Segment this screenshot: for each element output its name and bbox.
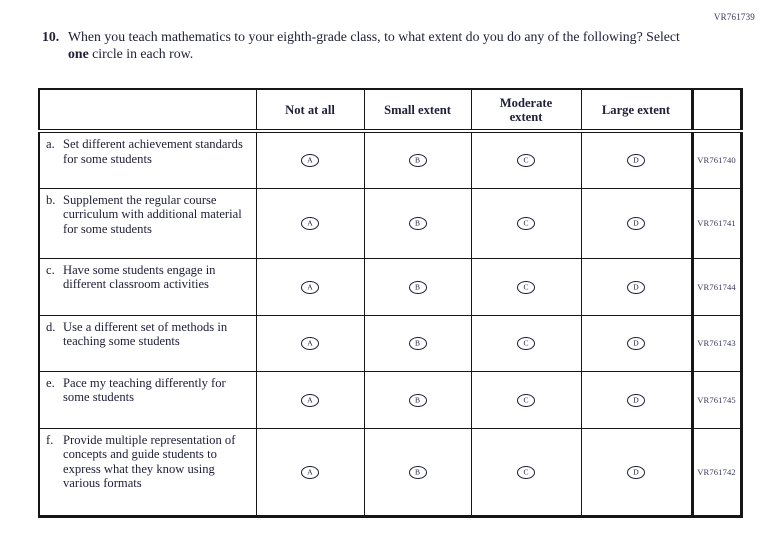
header-moderate-extent: Moderate extent <box>470 88 582 133</box>
option-cell-not-at-all: A <box>255 130 365 189</box>
survey-table: Not at all Small extent Moderate extent … <box>38 88 743 518</box>
row-label: Have some students engage in different c… <box>63 262 216 292</box>
option-cell-small-extent: B <box>363 314 472 372</box>
header-code-cell <box>690 88 742 133</box>
option-cell-small-extent: B <box>363 257 472 316</box>
answer-bubble-small-extent[interactable]: B <box>408 154 427 168</box>
row-label: Pace my teaching differently for some st… <box>63 375 226 405</box>
header-row: Not at all Small extent Moderate extent … <box>38 88 742 133</box>
option-cell-moderate-extent: C <box>470 314 582 372</box>
header-small-extent-label: Small extent <box>384 102 451 117</box>
answer-bubble-moderate-extent[interactable]: C <box>517 154 535 168</box>
answer-bubble-small-extent[interactable]: B <box>408 465 427 479</box>
row-code: VR761742 <box>690 427 742 517</box>
option-cell-moderate-extent: C <box>470 130 582 189</box>
option-cell-moderate-extent: C <box>470 370 582 429</box>
header-large-extent: Large extent <box>580 88 693 133</box>
option-cell-not-at-all: A <box>255 370 365 429</box>
header-empty-cell <box>38 88 257 133</box>
answer-bubble-small-extent[interactable]: B <box>408 337 427 351</box>
header-small-extent: Small extent <box>363 88 472 133</box>
answer-bubble-large-extent[interactable]: D <box>627 217 645 231</box>
option-cell-large-extent: D <box>580 187 693 259</box>
form-code-top: VR761739 <box>713 12 755 22</box>
row-label-cell: d. Use a different set of methods in tea… <box>38 314 257 372</box>
option-cell-moderate-extent: C <box>470 187 582 259</box>
option-cell-not-at-all: A <box>255 187 365 259</box>
header-not-at-all: Not at all <box>255 88 365 133</box>
question-text: When you teach mathematics to your eight… <box>68 28 682 62</box>
table-row: e. Pace my teaching differently for some… <box>38 370 742 429</box>
answer-bubble-moderate-extent[interactable]: C <box>517 337 535 351</box>
answer-bubble-large-extent[interactable]: D <box>627 465 645 479</box>
row-letter: b. <box>46 192 56 207</box>
row-label: Set different achievement standards for … <box>63 137 243 166</box>
table-row: a. Set different achievement standards f… <box>38 130 742 189</box>
answer-bubble-small-extent[interactable]: B <box>408 393 427 407</box>
table-row: b. Supplement the regular course curricu… <box>38 187 742 259</box>
option-cell-small-extent: B <box>363 187 472 259</box>
option-cell-large-extent: D <box>580 427 693 517</box>
answer-bubble-not-at-all[interactable]: A <box>301 217 319 231</box>
answer-bubble-not-at-all[interactable]: A <box>301 337 319 351</box>
row-letter: c. <box>46 262 55 277</box>
question-text-end: circle in each row. <box>88 46 194 61</box>
option-cell-moderate-extent: C <box>470 257 582 316</box>
row-letter: a. <box>46 137 55 151</box>
row-label-cell: c. Have some students engage in differen… <box>38 257 257 316</box>
row-label: Supplement the regular course curriculum… <box>63 192 242 236</box>
option-cell-not-at-all: A <box>255 257 365 316</box>
answer-bubble-small-extent[interactable]: B <box>408 217 427 231</box>
row-label-cell: f. Provide multiple representation of co… <box>38 427 257 517</box>
header-moderate-extent-label: Moderate extent <box>499 95 553 124</box>
option-cell-not-at-all: A <box>255 314 365 372</box>
row-code: VR761743 <box>690 314 742 372</box>
option-cell-small-extent: B <box>363 370 472 429</box>
header-not-at-all-label: Not at all <box>285 102 335 117</box>
answer-bubble-not-at-all[interactable]: A <box>301 280 319 294</box>
row-letter: d. <box>46 319 56 334</box>
table-body: a. Set different achievement standards f… <box>38 130 742 517</box>
row-letter: e. <box>46 375 55 390</box>
answer-bubble-moderate-extent[interactable]: C <box>517 393 535 407</box>
option-cell-large-extent: D <box>580 314 693 372</box>
answer-bubble-moderate-extent[interactable]: C <box>517 217 535 231</box>
row-label-cell: e. Pace my teaching differently for some… <box>38 370 257 429</box>
row-label: Provide multiple representation of conce… <box>63 432 236 491</box>
table-row: d. Use a different set of methods in tea… <box>38 314 742 372</box>
question-number: 10. <box>42 29 60 44</box>
answer-bubble-small-extent[interactable]: B <box>408 280 427 294</box>
answer-bubble-large-extent[interactable]: D <box>627 280 645 294</box>
row-code: VR761745 <box>690 370 742 429</box>
row-label-cell: b. Supplement the regular course curricu… <box>38 187 257 259</box>
row-label: Use a different set of methods in teachi… <box>63 319 228 349</box>
option-cell-small-extent: B <box>363 130 472 189</box>
option-cell-moderate-extent: C <box>470 427 582 517</box>
row-code: VR761740 <box>690 130 742 189</box>
option-cell-large-extent: D <box>580 370 693 429</box>
option-cell-large-extent: D <box>580 130 693 189</box>
answer-bubble-large-extent[interactable]: D <box>627 154 645 168</box>
answer-bubble-moderate-extent[interactable]: C <box>517 280 535 294</box>
table-row: f. Provide multiple representation of co… <box>38 427 742 517</box>
answer-bubble-not-at-all[interactable]: A <box>301 154 319 168</box>
row-code: VR761741 <box>690 187 742 259</box>
option-cell-not-at-all: A <box>255 427 365 517</box>
row-label-cell: a. Set different achievement standards f… <box>38 130 257 189</box>
answer-bubble-moderate-extent[interactable]: C <box>517 465 535 479</box>
question-text-start: When you teach mathematics to your eight… <box>68 29 680 44</box>
option-cell-small-extent: B <box>363 427 472 517</box>
answer-bubble-large-extent[interactable]: D <box>627 337 645 351</box>
answer-bubble-not-at-all[interactable]: A <box>301 465 319 479</box>
answer-bubble-large-extent[interactable]: D <box>627 393 645 407</box>
header-large-extent-label: Large extent <box>601 102 671 117</box>
row-code: VR761744 <box>690 257 742 316</box>
question-text-bold: one <box>68 46 89 61</box>
table-row: c. Have some students engage in differen… <box>38 257 742 316</box>
question-block: 10. When you teach mathematics to your e… <box>42 28 682 62</box>
option-cell-large-extent: D <box>580 257 693 316</box>
answer-bubble-not-at-all[interactable]: A <box>301 393 319 407</box>
row-letter: f. <box>46 432 54 447</box>
